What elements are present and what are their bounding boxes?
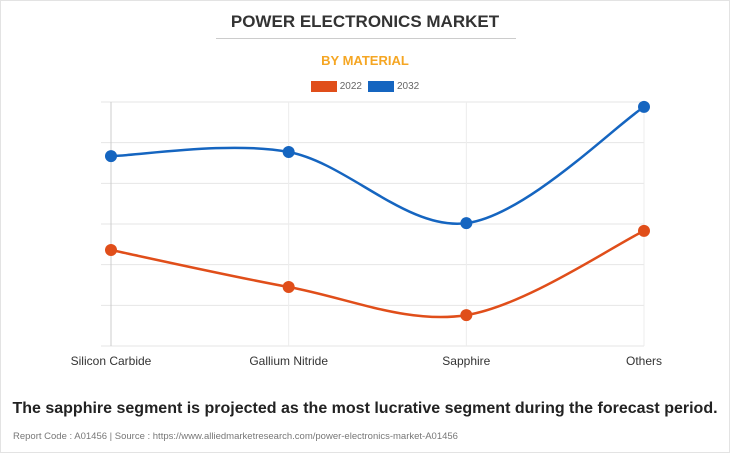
data-point-2032 bbox=[638, 100, 650, 113]
chart-note: The sapphire segment is projected as the… bbox=[12, 400, 718, 417]
legend-item-2022[interactable]: 2022 bbox=[310, 81, 362, 92]
legend: 2022 2032 bbox=[1, 81, 729, 92]
x-tick-label: Gallium Nitride bbox=[249, 354, 328, 368]
data-point-2022 bbox=[105, 244, 117, 257]
data-point-2022 bbox=[638, 224, 650, 237]
series-line-2022 bbox=[110, 229, 645, 319]
x-tick-label: Sapphire bbox=[442, 354, 490, 368]
data-point-2032 bbox=[282, 146, 295, 159]
data-point-2032 bbox=[460, 217, 473, 230]
chart-title: POWER ELECTRONICS MARKET bbox=[230, 12, 500, 31]
plot-area: Silicon Carbide Gallium Nitride Sapphire Ot… bbox=[71, 100, 662, 368]
title-divider bbox=[216, 38, 516, 39]
legend-swatch bbox=[368, 81, 394, 92]
chart-subtitle: BY MATERIAL bbox=[321, 53, 409, 68]
data-point-2022 bbox=[460, 309, 473, 322]
x-tick-label: Others bbox=[626, 354, 662, 368]
series-line-2032 bbox=[110, 105, 645, 225]
legend-label: 2032 bbox=[397, 81, 420, 92]
source-footer: Report Code : A01456 | Source : https://… bbox=[13, 431, 458, 442]
legend-swatch bbox=[310, 81, 337, 92]
data-point-2022 bbox=[282, 281, 295, 294]
legend-item-2032[interactable]: 2032 bbox=[368, 81, 419, 92]
legend-label: 2022 bbox=[339, 81, 362, 92]
data-point-2032 bbox=[105, 150, 117, 163]
x-tick-label: Silicon Carbide bbox=[71, 354, 152, 368]
